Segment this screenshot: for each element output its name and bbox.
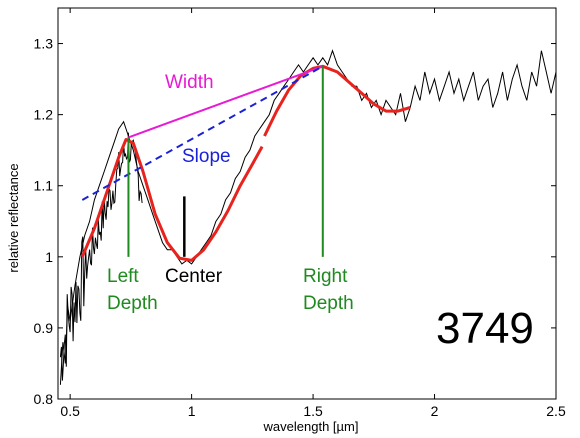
plot-frame	[57, 7, 557, 400]
left-depth-annotation-line2: Depth	[107, 293, 158, 314]
spectrum-noise-line	[59, 132, 143, 381]
y-tick-label: 1.2	[34, 107, 54, 123]
plot-layer	[59, 49, 557, 385]
center-annotation: Center	[165, 266, 223, 287]
slope-annotation: Slope	[182, 146, 231, 167]
y-tick-label: 1	[45, 249, 53, 265]
x-tick-label: 2	[431, 403, 439, 419]
y-tick-label: 1.1	[34, 178, 54, 194]
right-depth-annotation-line1: Right	[303, 266, 348, 287]
x-tick-label: 1.5	[303, 403, 323, 419]
asteroid-id-label: 3749	[436, 304, 534, 353]
y-tick-label: 0.9	[34, 320, 54, 336]
overlay-layer	[80, 64, 411, 262]
spectrum-series-line	[59, 49, 557, 385]
y-tick-label: 1.3	[34, 36, 54, 52]
width-line	[128, 65, 324, 139]
slope-line	[81, 65, 324, 201]
width-annotation: Width	[165, 72, 214, 93]
x-tick-label: 1	[188, 403, 196, 419]
band-fit-left-line	[80, 138, 264, 262]
right-depth-annotation-line2: Depth	[303, 293, 354, 314]
left-depth-annotation-line1: Left	[107, 266, 139, 287]
band-fit-right-line	[263, 64, 411, 137]
y-tick-label: 0.8	[34, 391, 54, 407]
x-tick-label: 2.5	[546, 403, 566, 419]
x-tick-label: 0.5	[60, 403, 80, 419]
x-axis-title: wavelength [µm]	[263, 419, 359, 434]
y-axis-title: relative reflectance	[6, 163, 21, 272]
axes-layer: 0.5 1 1.5 2 2.5 0.8 0.9 1 1.1 1.2 1.3	[34, 7, 566, 419]
